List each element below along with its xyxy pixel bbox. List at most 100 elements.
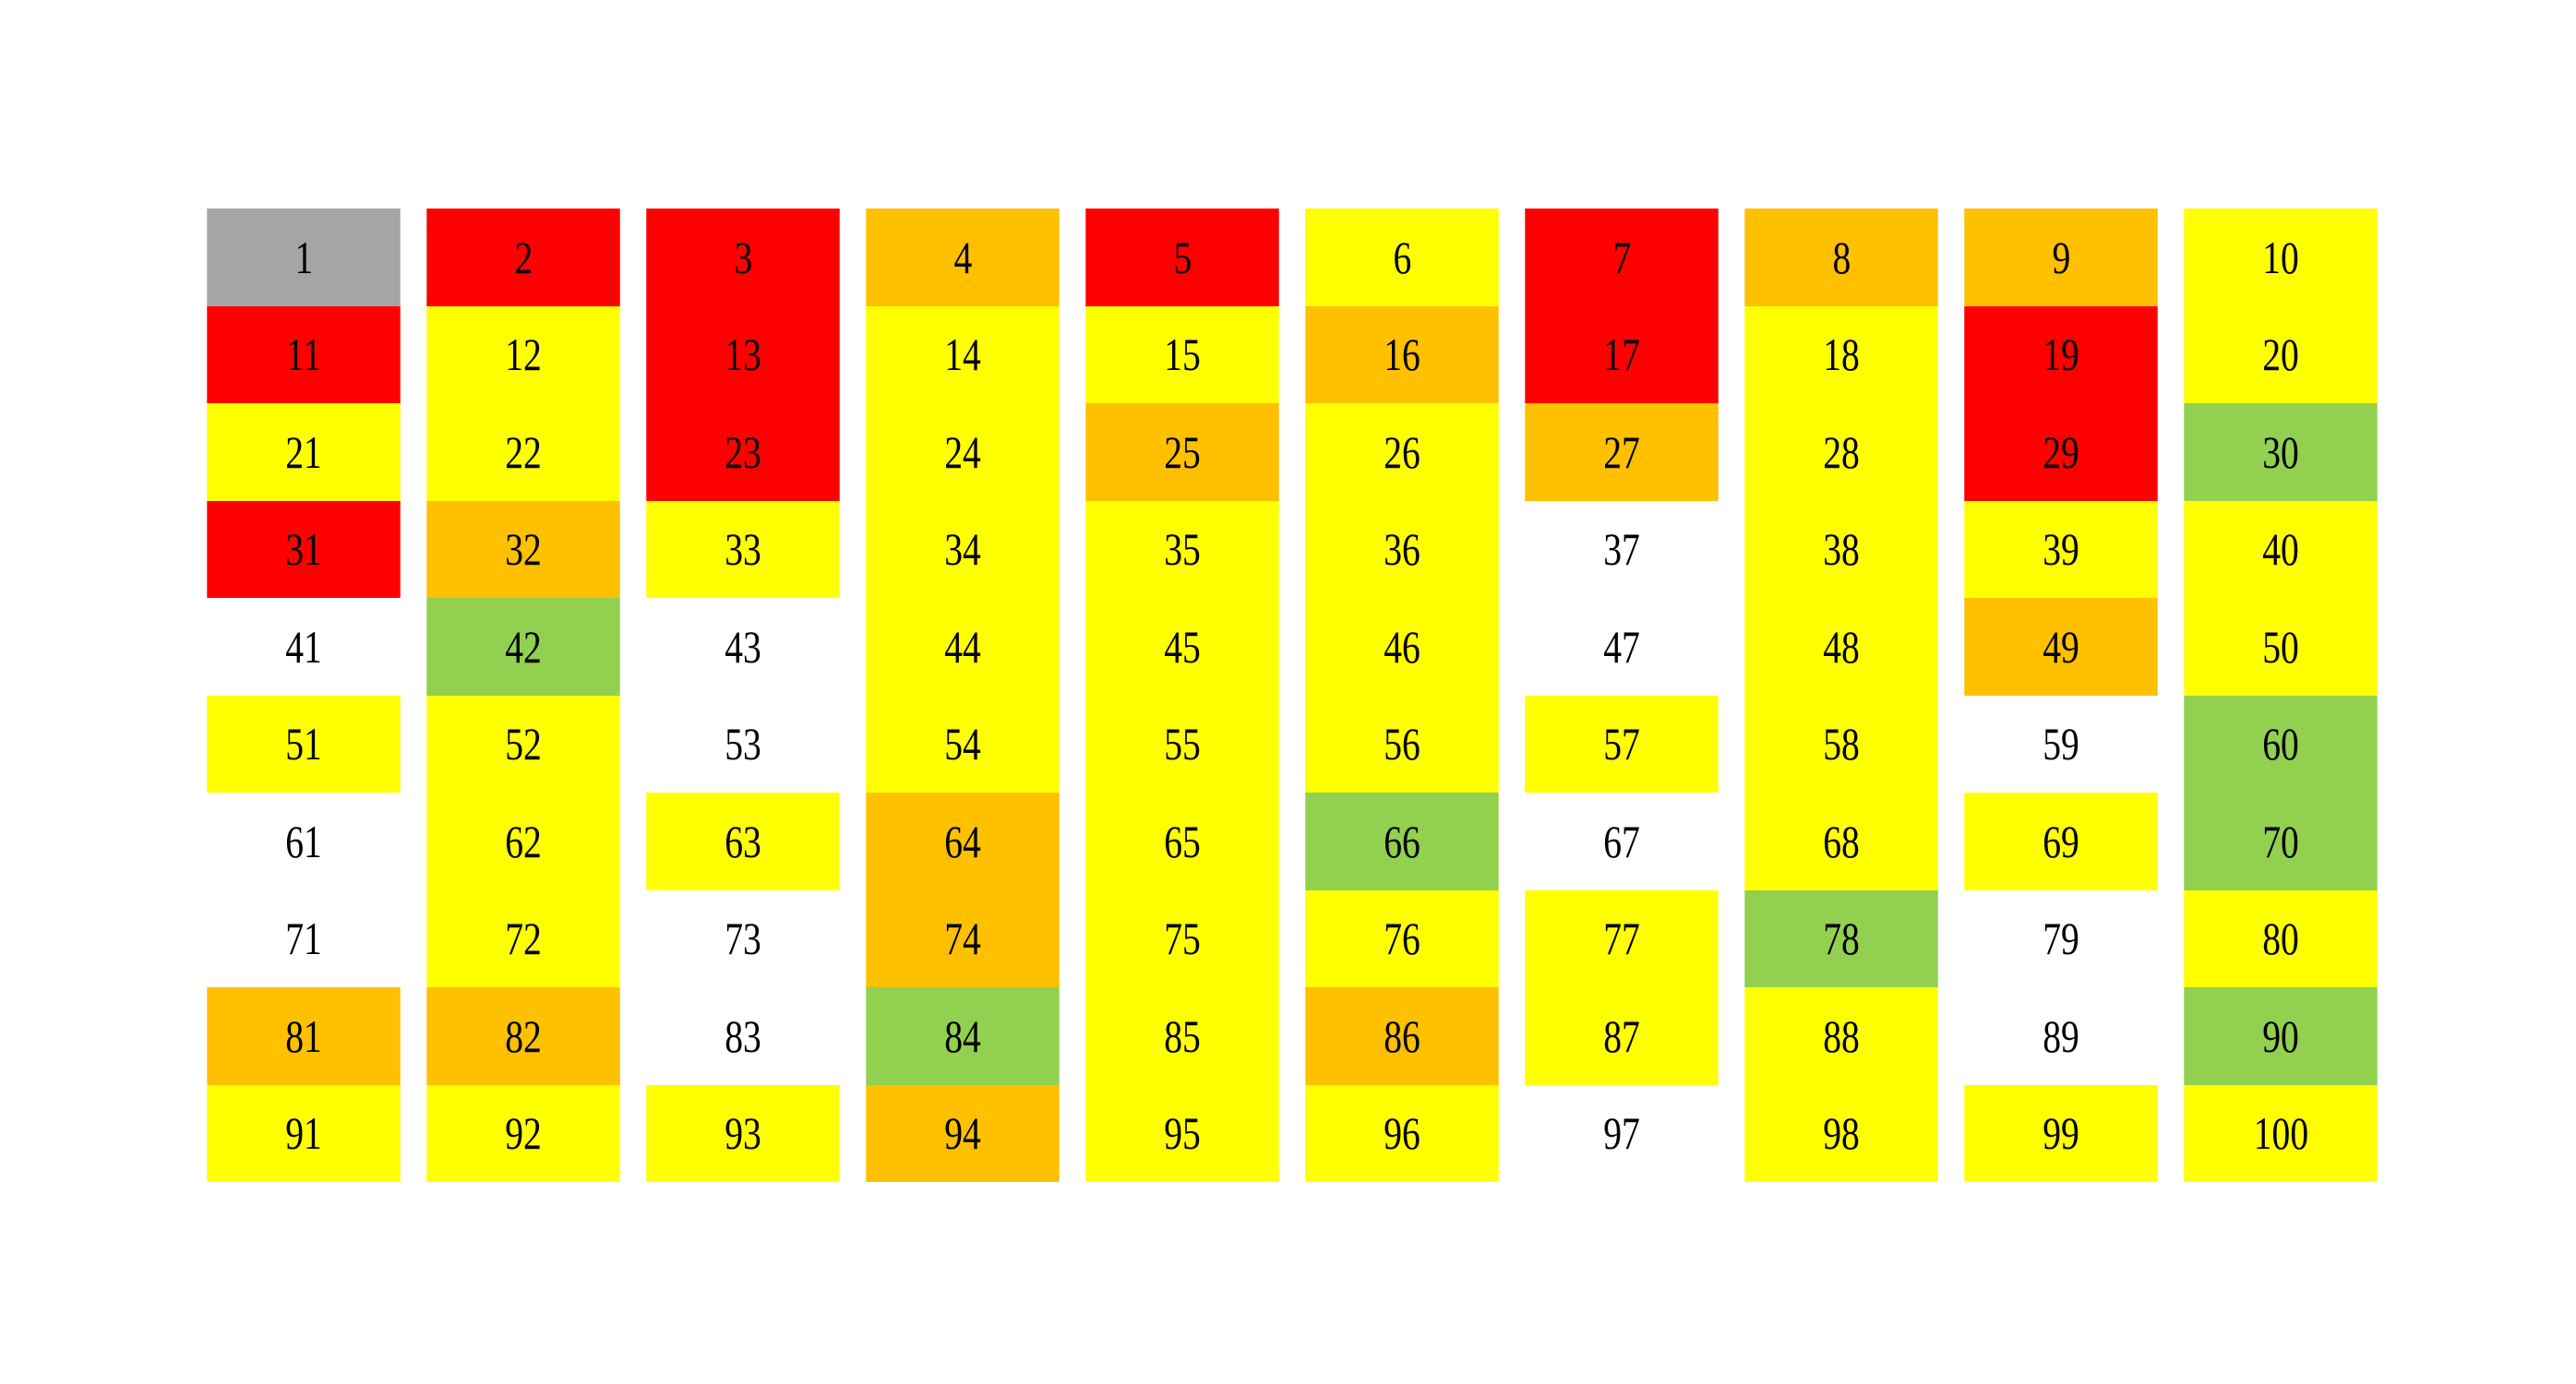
grid-cell-label: 79 (2043, 913, 2079, 965)
grid-cell-13: 13 (646, 305, 840, 403)
grid-cell-73: 73 (646, 889, 840, 987)
grid-cell-label: 50 (2262, 620, 2299, 673)
grid-cell-19: 19 (1964, 305, 2158, 403)
grid-cell-21: 21 (207, 403, 401, 501)
grid-cell-label: 12 (505, 328, 542, 381)
grid-cell-label: 28 (1823, 425, 1860, 478)
grid-cell-label: 63 (725, 815, 761, 867)
grid-cell-62: 62 (426, 793, 620, 890)
grid-cell-label: 78 (1823, 913, 1860, 965)
grid-cell-label: 23 (725, 425, 761, 478)
grid-cell-label: 53 (725, 718, 761, 770)
grid-cell-23: 23 (646, 403, 840, 501)
grid-cell-label: 30 (2262, 425, 2299, 478)
grid-cell-77: 77 (1525, 889, 1719, 987)
grid-cell-24: 24 (866, 403, 1060, 501)
grid-cell-label: 60 (2262, 718, 2299, 770)
grid-cell-label: 95 (1164, 1107, 1201, 1160)
grid-cell-label: 20 (2262, 328, 2299, 381)
grid-cell-label: 45 (1164, 620, 1201, 673)
grid-cell-17: 17 (1525, 305, 1719, 403)
grid-cell-label: 17 (1603, 328, 1640, 381)
grid-cell-label: 68 (1823, 815, 1860, 867)
grid-cell-52: 52 (426, 695, 620, 793)
grid-cell-label: 47 (1603, 620, 1640, 673)
grid-cell-83: 83 (646, 987, 840, 1085)
grid-cell-label: 11 (285, 328, 322, 381)
grid-cell-label: 65 (1164, 815, 1201, 867)
grid-cell-label: 25 (1164, 425, 1201, 478)
grid-cell-69: 69 (1964, 793, 2158, 890)
grid-cell-29: 29 (1964, 403, 2158, 501)
grid-cell-label: 57 (1603, 718, 1640, 770)
grid-cell-label: 8 (1832, 231, 1851, 283)
grid-cell-label: 15 (1164, 328, 1201, 381)
grid-cell-label: 14 (944, 328, 981, 381)
grid-cell-99: 99 (1964, 1084, 2158, 1182)
grid-cell-label: 71 (285, 913, 322, 965)
grid-cell-label: 2 (514, 231, 533, 283)
grid-cell-label: 98 (1823, 1107, 1860, 1160)
grid-cell-92: 92 (426, 1084, 620, 1182)
grid-cell-label: 85 (1164, 1009, 1201, 1062)
grid-cell-65: 65 (1085, 793, 1279, 890)
grid-cell-label: 37 (1603, 523, 1640, 576)
grid-cell-label: 70 (2262, 815, 2299, 867)
grid-cell-label: 38 (1823, 523, 1860, 576)
grid-cell-16: 16 (1305, 305, 1499, 403)
grid-cell-label: 90 (2262, 1009, 2299, 1062)
grid-cell-label: 87 (1603, 1009, 1640, 1062)
grid-cell-37: 37 (1525, 500, 1719, 598)
number-grid: 1 2 3 4 5 6 7 8 9 10 11 12 13 14 15 16 17 18 19 20 21 22 23 24 2… (194, 209, 2390, 1182)
grid-cell-20: 20 (2184, 305, 2378, 403)
grid-cell-96: 96 (1305, 1084, 1499, 1182)
grid-cell-100: 100 (2184, 1084, 2378, 1182)
grid-cell-label: 49 (2043, 620, 2079, 673)
grid-cell-71: 71 (207, 889, 401, 987)
grid-cell-90: 90 (2184, 987, 2378, 1085)
grid-cell-67: 67 (1525, 793, 1719, 890)
grid-cell-label: 94 (944, 1107, 981, 1160)
grid-cell-4: 4 (866, 209, 1060, 306)
grid-cell-label: 61 (285, 815, 322, 867)
grid-cell-61: 61 (207, 793, 401, 890)
grid-cell-label: 72 (505, 913, 542, 965)
grid-cell-label: 44 (944, 620, 981, 673)
grid-cell-46: 46 (1305, 598, 1499, 696)
grid-cell-44: 44 (866, 598, 1060, 696)
grid-cell-label: 10 (2262, 231, 2299, 283)
grid-cell-6: 6 (1305, 209, 1499, 306)
grid-cell-label: 32 (505, 523, 542, 576)
grid-cell-50: 50 (2184, 598, 2378, 696)
grid-cell-label: 29 (2043, 425, 2079, 478)
grid-cell-label: 91 (285, 1107, 322, 1160)
grid-cell-56: 56 (1305, 695, 1499, 793)
grid-cell-1: 1 (207, 209, 401, 306)
grid-cell-label: 69 (2043, 815, 2079, 867)
grid-cell-22: 22 (426, 403, 620, 501)
grid-cell-label: 52 (505, 718, 542, 770)
grid-cell-78: 78 (1744, 889, 1938, 987)
grid-cell-82: 82 (426, 987, 620, 1085)
grid-cell-70: 70 (2184, 793, 2378, 890)
grid-cell-label: 80 (2262, 913, 2299, 965)
grid-cell-label: 59 (2043, 718, 2079, 770)
grid-cell-2: 2 (426, 209, 620, 306)
grid-cell-label: 6 (1393, 231, 1411, 283)
grid-cell-label: 77 (1603, 913, 1640, 965)
grid-cell-8: 8 (1744, 209, 1938, 306)
grid-cell-label: 48 (1823, 620, 1860, 673)
grid-cell-label: 24 (944, 425, 981, 478)
grid-cell-38: 38 (1744, 500, 1938, 598)
grid-cell-label: 92 (505, 1107, 542, 1160)
grid-cell-label: 26 (1384, 425, 1420, 478)
grid-cell-label: 83 (725, 1009, 761, 1062)
grid-cell-label: 4 (953, 231, 972, 283)
grid-cell-88: 88 (1744, 987, 1938, 1085)
grid-cell-63: 63 (646, 793, 840, 890)
grid-cell-label: 39 (2043, 523, 2079, 576)
grid-cell-label: 73 (725, 913, 761, 965)
grid-cell-41: 41 (207, 598, 401, 696)
grid-cell-label: 3 (734, 231, 752, 283)
grid-cell-48: 48 (1744, 598, 1938, 696)
